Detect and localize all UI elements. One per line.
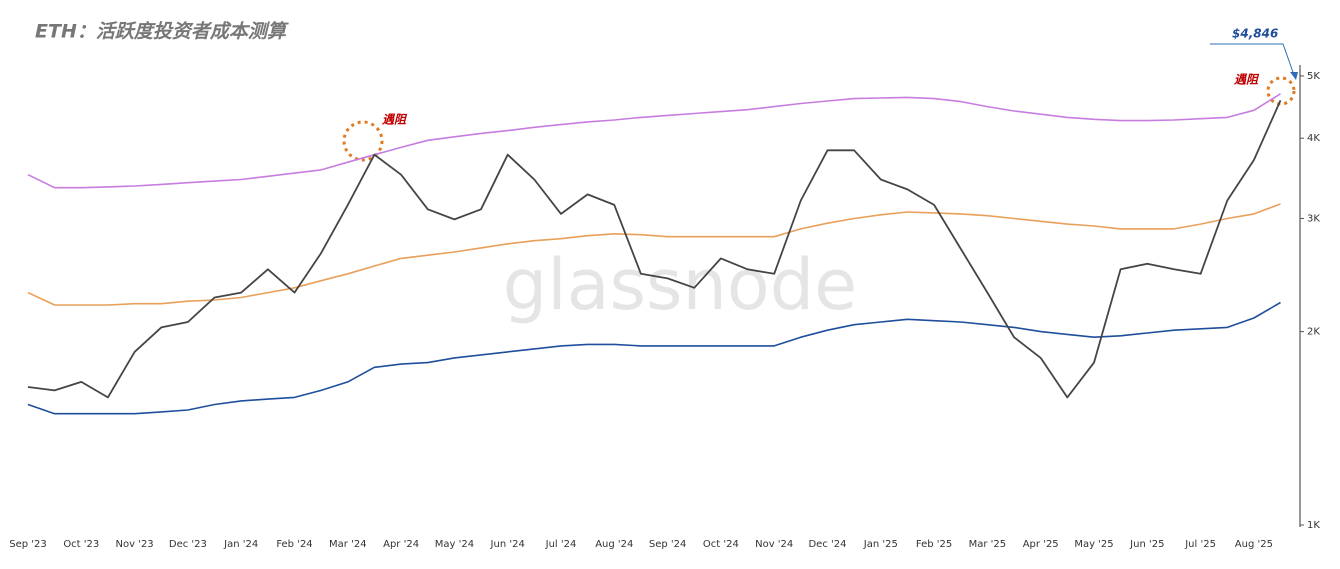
annotation: 遇阻 [1234,73,1260,87]
x-tick-label: Oct '23 [63,539,99,550]
y-tick-label: 5K [1307,71,1320,82]
x-tick-label: Feb '24 [276,539,312,550]
x-tick-label: Mar '25 [969,539,1007,550]
series-line [27,301,1281,415]
y-tick-label: 4K [1307,133,1320,144]
x-tick-label: Jan '24 [223,539,258,550]
y-tick-label: 3K [1307,213,1320,224]
x-tick-label: Jul '25 [1184,539,1216,550]
highlight-circle [342,120,384,162]
x-tick-label: Aug '24 [595,539,633,550]
x-tick-label: May '25 [1074,539,1113,550]
x-tick-label: Mar '24 [329,539,367,550]
x-tick-label: Oct '24 [703,539,739,550]
series-line [27,100,1282,399]
annotation: 遇阻 [382,113,408,127]
series-line [27,93,1281,189]
watermark: glassnode [503,244,857,326]
x-tick-label: Apr '25 [1023,539,1059,550]
x-tick-label: Sep '24 [649,539,687,550]
x-tick-label: Nov '24 [755,539,793,550]
highlight-circle [1266,76,1296,106]
x-tick-label: Nov '23 [116,539,154,550]
series-line [27,203,1281,306]
x-tick-label: Sep '23 [9,539,47,550]
annotation: $4,846 [1232,27,1278,41]
x-tick-label: Apr '24 [383,539,419,550]
y-tick-label: 2K [1307,327,1320,338]
x-tick-label: Dec '23 [169,539,207,550]
x-tick-label: Jun '24 [490,539,525,550]
x-tick-label: Jun '25 [1129,539,1164,550]
annotation-arrowhead [1290,72,1298,80]
y-tick-label: 1K [1307,520,1320,531]
x-tick-label: Jan '25 [863,539,898,550]
x-tick-label: Feb '25 [916,539,952,550]
x-tick-label: Aug '25 [1235,539,1273,550]
annotation-arrow [1210,43,1295,76]
chart-title: ETH：活跃度投资者成本测算 [35,21,289,43]
x-tick-label: May '24 [435,539,474,550]
x-tick-label: Dec '24 [808,539,846,550]
x-tick-label: Jul '24 [545,539,577,550]
